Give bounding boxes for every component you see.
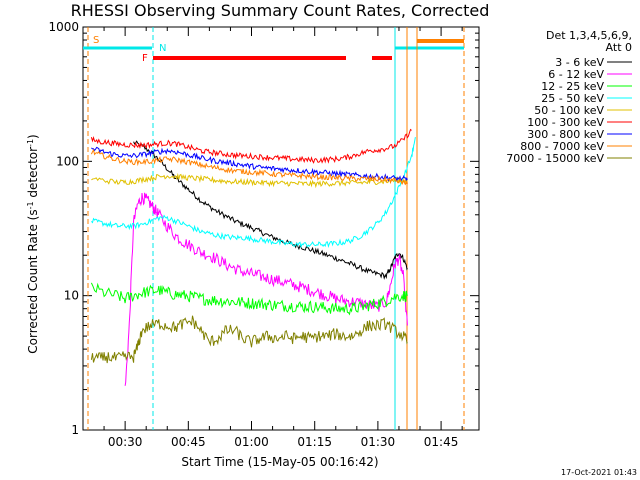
night-flag-label: N: [159, 43, 166, 54]
legend-label-5: 100 - 300 keV: [527, 116, 604, 129]
x-tick-label: 01:15: [297, 435, 332, 449]
series-line-8: [90, 315, 408, 364]
x-tick-label: 01:00: [234, 435, 269, 449]
series-line-0: [133, 140, 408, 280]
x-tick-label: 01:30: [361, 435, 396, 449]
chart-title: RHESSI Observing Summary Count Rates, Co…: [71, 1, 490, 20]
y-tick-label: 1: [71, 423, 79, 437]
legend-label-8: 7000 - 15000 keV: [506, 152, 604, 165]
series-line-3: [91, 137, 416, 249]
legend-label-3: 25 - 50 keV: [541, 92, 604, 105]
legend-label-7: 800 - 7000 keV: [520, 140, 604, 153]
series-line-7: [90, 148, 408, 186]
legend-header-line1: Det 1,3,4,5,6,9,: [546, 29, 632, 42]
x-tick-label: 00:45: [171, 435, 206, 449]
x-tick-label: 00:30: [108, 435, 143, 449]
footer-timestamp: 17-Oct-2021 01:43: [561, 468, 637, 477]
y-tick-label: 10: [64, 289, 79, 303]
legend-label-1: 6 - 12 keV: [548, 68, 604, 81]
plot-frame: [82, 26, 480, 431]
x-axis-label: Start Time (15-May-05 00:16:42): [181, 455, 378, 469]
y-axis-label: Corrected Count Rate (s-1 detector-1): [26, 134, 40, 353]
series-line-5: [90, 128, 412, 164]
series-line-6: [91, 146, 408, 182]
saa-flag-label: S: [93, 35, 99, 46]
series-line-2: [90, 282, 408, 316]
chart-marks: 1 10 100 1000 00:30 00:45 01:00 01:15 01:30 01:45…: [48, 20, 480, 449]
series-line-4: [91, 172, 408, 189]
flare-flag-label: F: [142, 53, 148, 64]
legend-label-4: 50 - 100 keV: [534, 104, 604, 117]
legend-label-6: 300 - 800 keV: [527, 128, 604, 141]
x-tick-label: 01:45: [424, 435, 459, 449]
y-tick-label: 1000: [48, 20, 79, 34]
legend-label-0: 3 - 6 keV: [555, 56, 604, 69]
y-tick-label: 100: [56, 154, 79, 168]
legend-header-line2: Att 0: [606, 41, 632, 54]
legend-label-2: 12 - 25 keV: [541, 80, 604, 93]
